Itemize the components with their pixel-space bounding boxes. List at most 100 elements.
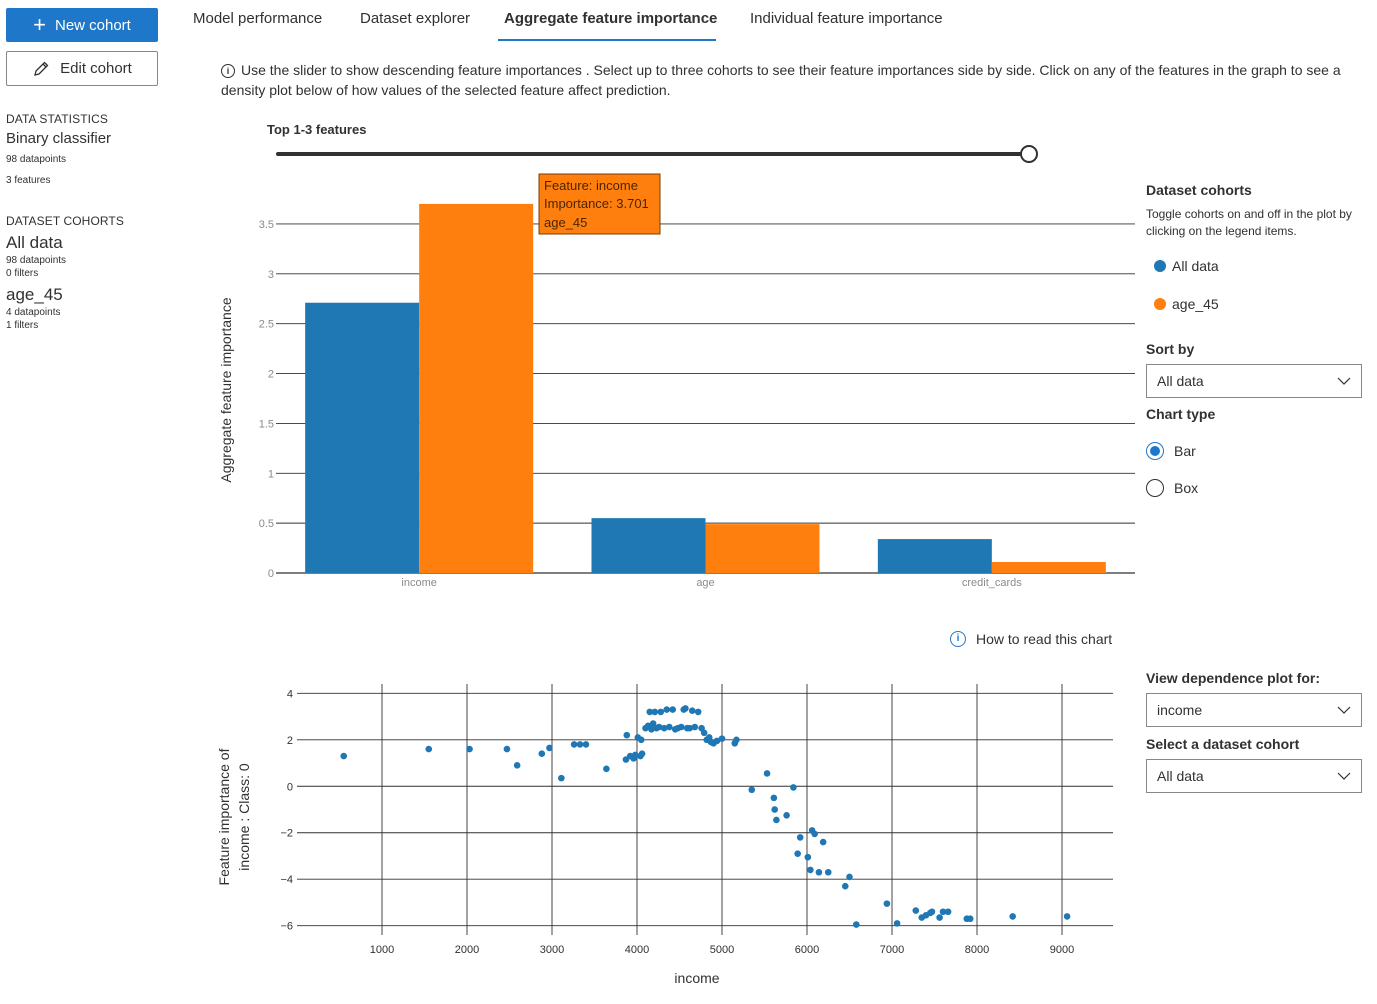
scatter-point	[771, 806, 778, 813]
legend-label: age_45	[1172, 296, 1219, 312]
bar-chart-y-axis-label: Aggregate feature importance	[218, 297, 234, 482]
new-cohort-button[interactable]: + New cohort	[6, 8, 158, 42]
cohort-name[interactable]: All data	[6, 233, 63, 252]
scatter-point	[748, 786, 756, 794]
edit-cohort-button[interactable]: Edit cohort	[6, 51, 158, 86]
bar-credit_cards-all-data	[877, 539, 992, 573]
dataset-cohorts-help: Toggle cohorts on and off in the plot by…	[1146, 207, 1352, 238]
scatter-point	[700, 729, 708, 737]
sort-by-dropdown[interactable]: All data	[1146, 364, 1362, 398]
radio-label: Bar	[1174, 443, 1196, 459]
cohort-name[interactable]: age_45	[6, 285, 63, 304]
info-icon: i	[950, 631, 966, 647]
scatter-point	[846, 873, 853, 881]
bar-credit_cards-age_45	[991, 562, 1106, 573]
scatter-point	[808, 827, 816, 834]
scatter-point	[651, 708, 659, 716]
scatter-point	[815, 868, 823, 876]
scatter-point	[773, 816, 780, 824]
scatter-point	[688, 707, 696, 715]
scatter-point	[853, 921, 860, 928]
scatter-point	[807, 866, 814, 874]
scatter-point	[630, 755, 637, 762]
tab-individual-feature-importance[interactable]: Individual feature importance	[750, 10, 943, 27]
scatter-point	[546, 744, 553, 752]
how-to-read-link[interactable]: i How to read this chart	[950, 631, 1112, 647]
scatter-point	[694, 708, 702, 716]
scatter-point	[632, 751, 639, 759]
scatter-point	[637, 736, 645, 744]
slider-thumb[interactable]	[1020, 145, 1038, 163]
dependence-feature-dropdown[interactable]: income	[1146, 693, 1362, 727]
scatter-point	[963, 915, 971, 923]
scatter-point	[705, 734, 713, 741]
scatter-point	[649, 720, 657, 727]
cohort-filters: 1 filters	[6, 320, 39, 331]
scatter-point	[663, 706, 671, 713]
legend-item-all-data[interactable]: All data	[1154, 258, 1219, 274]
bar-y-tick-label: 1.5	[259, 418, 274, 430]
scatter-point	[340, 752, 348, 760]
scatter-y-tick-label: −4	[280, 874, 293, 886]
scatter-point	[918, 914, 926, 921]
scatter-x-tick-label: 3000	[540, 944, 564, 956]
bar-y-tick-label: 1	[268, 468, 274, 480]
scatter-x-tick-label: 4000	[625, 944, 649, 956]
classifier-type: Binary classifier	[6, 130, 112, 147]
scatter-point	[425, 745, 433, 753]
scatter-point	[733, 736, 740, 744]
scatter-point	[503, 745, 511, 753]
scatter-point	[657, 708, 665, 716]
feature-count: 3 features	[6, 175, 51, 186]
scatter-point	[582, 741, 590, 748]
dataset-cohorts-title: Dataset cohorts	[1146, 182, 1252, 198]
scatter-point	[936, 914, 943, 921]
scatter-point	[644, 722, 652, 730]
scatter-x-tick-label: 9000	[1050, 944, 1074, 956]
tab-model-performance[interactable]: Model performance	[193, 10, 323, 27]
bar-y-tick-label: 0.5	[259, 518, 274, 530]
cohort-dropdown[interactable]: All data	[1146, 759, 1362, 793]
scatter-point	[770, 794, 778, 802]
scatter-point	[686, 724, 693, 732]
legend-item-age-45[interactable]: age_45	[1154, 296, 1219, 312]
scatter-point	[790, 784, 797, 791]
scatter-point	[841, 882, 849, 890]
bar-y-tick-label: 2.5	[259, 319, 274, 331]
bar-income-age_45	[419, 203, 534, 573]
scatter-point	[819, 838, 827, 846]
chart-type-box-radio[interactable]: Box	[1146, 479, 1198, 497]
chart-type-bar-radio[interactable]: Bar	[1146, 442, 1196, 460]
scatter-point	[626, 752, 634, 760]
chart-type-label: Chart type	[1146, 406, 1216, 422]
scatter-point	[710, 739, 717, 747]
radio-label: Box	[1174, 480, 1199, 496]
tooltip-importance: Importance: 3.701	[544, 196, 649, 211]
radio-selected-icon	[1146, 442, 1164, 460]
bar-y-tick-label: 3	[268, 269, 274, 281]
feature-count-slider[interactable]	[276, 152, 1028, 156]
scatter-point	[1063, 913, 1071, 920]
scatter-x-tick-label: 8000	[965, 944, 989, 956]
tab-aggregate-feature-importance[interactable]: Aggregate feature importance	[504, 10, 718, 27]
scatter-point	[883, 900, 891, 907]
scatter-point	[783, 812, 790, 819]
scatter-y-tick-label: 4	[287, 688, 293, 700]
chevron-down-icon	[1337, 706, 1351, 714]
bar-age-age_45	[705, 524, 820, 573]
scatter-point	[928, 908, 936, 916]
scatter-point	[623, 731, 631, 739]
scatter-y-axis-label-line2: income : Class: 0	[236, 763, 252, 871]
scatter-y-axis-label-line1: Feature importance of	[216, 748, 232, 885]
tab-dataset-explorer[interactable]: Dataset explorer	[360, 10, 471, 27]
scatter-point	[804, 853, 812, 861]
tooltip-cohort: age_45	[544, 215, 587, 230]
scatter-point	[660, 724, 668, 732]
scatter-x-tick-label: 1000	[370, 944, 394, 956]
scatter-point	[674, 724, 682, 732]
legend-dot	[1154, 298, 1166, 310]
scatter-point	[926, 909, 934, 917]
cohort-datapoints: 4 datapoints	[6, 307, 61, 318]
legend-label: All data	[1172, 258, 1219, 274]
